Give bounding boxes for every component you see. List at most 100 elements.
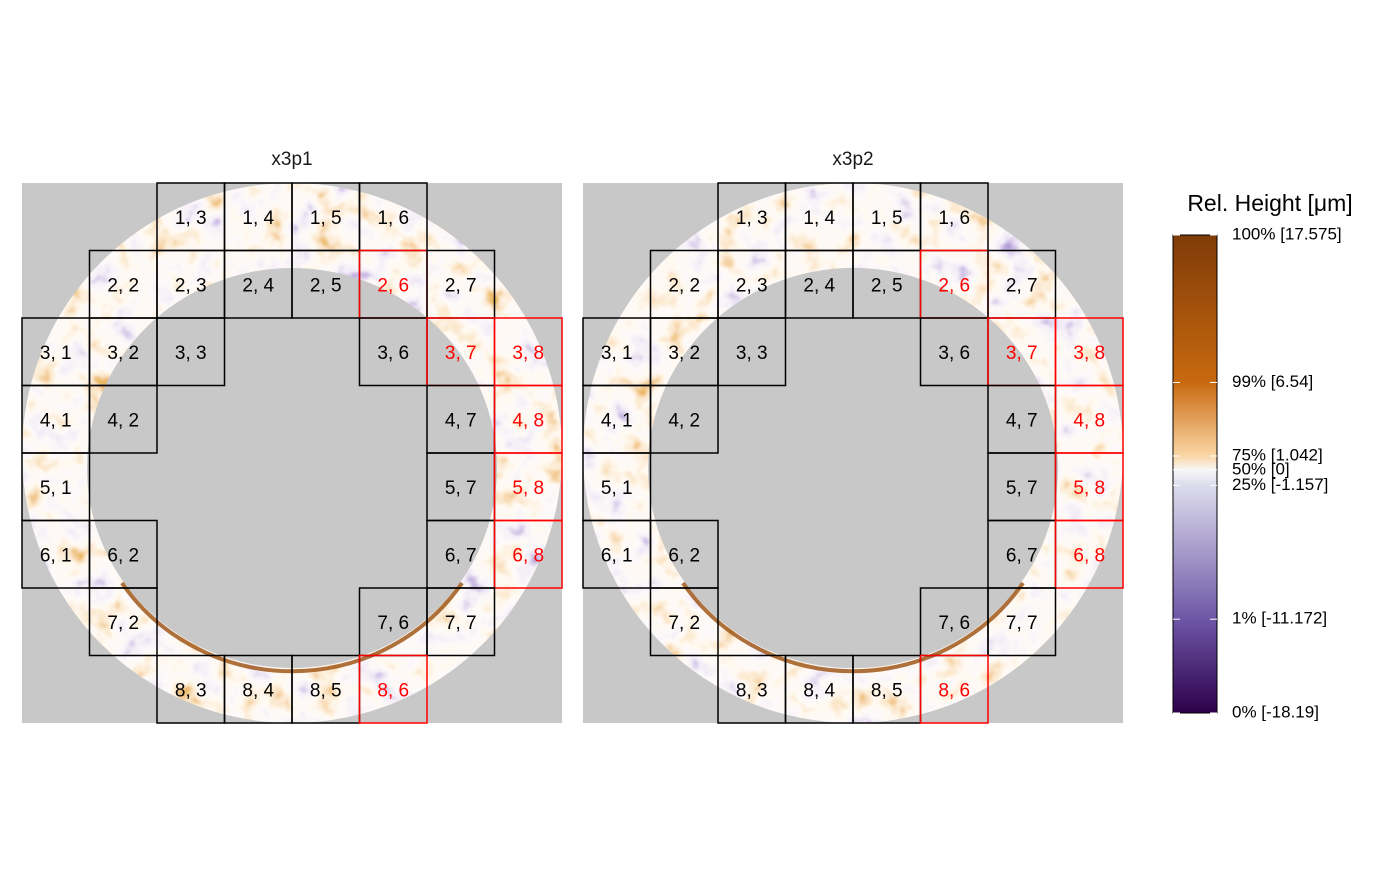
- tick-label: 50% [0]: [1232, 459, 1290, 478]
- cell-label: 4, 2: [668, 410, 700, 431]
- cell-label: 2, 5: [310, 275, 342, 296]
- tick-label: 99% [6.54]: [1232, 372, 1313, 391]
- cell-label: 3, 2: [107, 343, 139, 364]
- cell-label: 1, 6: [377, 208, 409, 229]
- tick-label: 25% [-1.157]: [1232, 475, 1328, 494]
- tick-label: 100% [17.575]: [1232, 224, 1342, 243]
- panel-title: x3p1: [271, 149, 312, 170]
- cell-label: 2, 7: [445, 275, 477, 296]
- cell-label: 8, 4: [242, 680, 274, 701]
- cell-label: 1, 4: [242, 208, 274, 229]
- cell: 7, 7: [426, 587, 496, 657]
- cell-box: [649, 587, 719, 657]
- cell-box: [88, 587, 158, 657]
- cell-label: 8, 3: [175, 680, 207, 701]
- cell-label: 3, 3: [736, 343, 768, 364]
- cell-label: 1, 5: [310, 208, 342, 229]
- cell-label: 3, 1: [40, 343, 72, 364]
- cell: 6, 8: [493, 519, 563, 589]
- cell-label: 6, 1: [601, 545, 633, 566]
- cell: 8, 6: [919, 654, 989, 724]
- cell-label: 2, 5: [871, 275, 903, 296]
- cell-label: 1, 5: [871, 208, 903, 229]
- cell: 7, 2: [649, 587, 719, 657]
- cell-label: 2, 3: [736, 275, 768, 296]
- tick-label: 0% [-18.19]: [1232, 702, 1319, 721]
- cell-label: 6, 2: [668, 545, 700, 566]
- cell-label: 2, 4: [803, 275, 835, 296]
- cell-label: 1, 6: [938, 208, 970, 229]
- cell-label: 7, 6: [377, 613, 409, 634]
- cell-label: 7, 6: [938, 613, 970, 634]
- cell-label: 3, 7: [1006, 343, 1038, 364]
- cell-label: 6, 1: [40, 545, 72, 566]
- cell-label: 5, 8: [1073, 478, 1105, 499]
- cell-box: [717, 317, 787, 387]
- colorbar: [1172, 234, 1218, 714]
- cell-label: 3, 2: [668, 343, 700, 364]
- cell-box: [358, 654, 428, 724]
- cell-label: 8, 6: [377, 680, 409, 701]
- cell-label: 7, 2: [668, 613, 700, 634]
- cell-label: 4, 8: [512, 410, 544, 431]
- cell-label: 3, 1: [601, 343, 633, 364]
- cell-label: 1, 4: [803, 208, 835, 229]
- cell-label: 8, 6: [938, 680, 970, 701]
- cell-label: 3, 7: [445, 343, 477, 364]
- cell-box: [156, 317, 226, 387]
- panels: x3p1 1, 3 1, 4 1, 5 1, 6 2, 2 2, 3 2, 4 2, 5 2, 6…: [21, 149, 1124, 724]
- cell-label: 3, 8: [1073, 343, 1105, 364]
- cell-label: 2, 2: [107, 275, 139, 296]
- cell-label: 2, 6: [938, 275, 970, 296]
- cell-label: 2, 2: [668, 275, 700, 296]
- cell-label: 4, 7: [1006, 410, 1038, 431]
- cell-label: 5, 1: [601, 478, 633, 499]
- cell-label: 4, 1: [601, 410, 633, 431]
- cell-box: [426, 587, 496, 657]
- cell-label: 5, 7: [1006, 478, 1038, 499]
- cell-label: 6, 2: [107, 545, 139, 566]
- panel: x3p1 1, 3 1, 4 1, 5 1, 6 2, 2 2, 3 2, 4 2, 5 2, 6…: [21, 149, 563, 724]
- cell-label: 7, 2: [107, 613, 139, 634]
- cell-label: 7, 7: [445, 613, 477, 634]
- tick-label: 1% [-11.172]: [1232, 609, 1327, 628]
- cell-label: 6, 8: [512, 545, 544, 566]
- cell-label: 8, 5: [871, 680, 903, 701]
- cell-label: 8, 3: [736, 680, 768, 701]
- cell: 7, 7: [987, 587, 1057, 657]
- cell-label: 6, 7: [445, 545, 477, 566]
- tick-label: 75% [1.042]: [1232, 445, 1323, 464]
- cell-label: 2, 3: [175, 275, 207, 296]
- cell-label: 3, 6: [377, 343, 409, 364]
- cell-box: [919, 654, 989, 724]
- cell-label: 8, 4: [803, 680, 835, 701]
- cell-label: 1, 3: [736, 208, 768, 229]
- cell-box: [987, 587, 1057, 657]
- cell-label: 4, 7: [445, 410, 477, 431]
- cell-label: 1, 3: [175, 208, 207, 229]
- cell-label: 5, 1: [40, 478, 72, 499]
- cell: 4, 2: [649, 384, 719, 454]
- cell-box: [493, 519, 563, 589]
- cell-label: 4, 8: [1073, 410, 1105, 431]
- cell-label: 4, 2: [107, 410, 139, 431]
- cell-label: 2, 6: [377, 275, 409, 296]
- cell-label: 6, 7: [1006, 545, 1038, 566]
- cell: 3, 3: [156, 317, 226, 387]
- cell-label: 8, 5: [310, 680, 342, 701]
- panel: x3p2 1, 3 1, 4 1, 5 1, 6 2, 2 2, 3 2, 4 2, 5 2, 6…: [582, 149, 1124, 724]
- cell-label: 3, 6: [938, 343, 970, 364]
- panel-title: x3p2: [832, 149, 873, 170]
- cell-box: [1054, 519, 1124, 589]
- cell-label: 2, 7: [1006, 275, 1038, 296]
- cell-label: 2, 4: [242, 275, 274, 296]
- cell-label: 5, 8: [512, 478, 544, 499]
- cell: 7, 2: [88, 587, 158, 657]
- cell: 6, 8: [1054, 519, 1124, 589]
- cell-box: [88, 384, 158, 454]
- cell-box: [649, 384, 719, 454]
- cell: 3, 3: [717, 317, 787, 387]
- cell: 8, 6: [358, 654, 428, 724]
- cell-label: 7, 7: [1006, 613, 1038, 634]
